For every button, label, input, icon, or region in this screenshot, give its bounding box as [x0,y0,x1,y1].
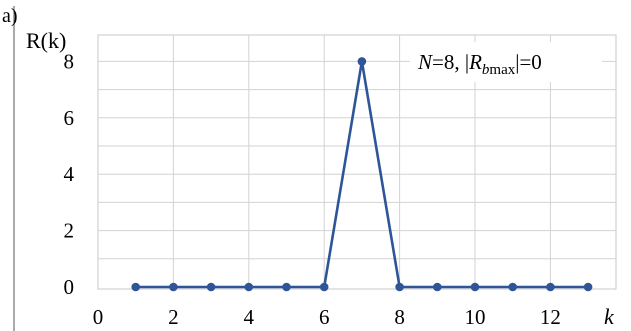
y-tick-label: 4 [64,162,75,186]
annotation-box: N=8, |Rbmax|=0 [410,42,602,82]
plot-area [97,34,617,290]
x-tick-label: 6 [319,305,330,329]
y-tick-label: 0 [64,275,75,299]
y-tick-labels: 0 2 4 6 8 [64,49,75,299]
grid [98,35,616,289]
x-tick-label: 8 [394,305,405,329]
y-tick-label: 8 [64,49,75,73]
data-point [470,282,480,292]
data-point [508,282,517,292]
series [131,57,593,292]
annotation-text: N=8, |Rbmax|=0 [417,50,542,78]
data-point [433,282,442,292]
data-point [131,282,140,292]
data-point [244,282,254,292]
data-point [546,282,555,292]
x-tick-label: 10 [465,305,486,329]
x-tick-label: 0 [93,305,104,329]
y-axis-label: R(k) [26,28,66,53]
data-point [169,282,178,292]
x-axis-label: k [604,304,615,329]
data-point [282,282,291,292]
y-tick-label: 6 [64,106,75,130]
data-point [206,282,216,292]
x-tick-label: 12 [540,305,561,329]
data-point [583,282,593,292]
panel-label: a) [2,5,18,27]
data-point [357,57,367,66]
data-point [319,282,329,292]
data-point [395,282,404,292]
x-tick-label: 2 [168,305,179,329]
x-tick-label: 4 [244,305,255,329]
y-tick-label: 2 [64,219,75,243]
x-tick-labels: 0 2 4 6 8 10 12 [93,305,561,329]
